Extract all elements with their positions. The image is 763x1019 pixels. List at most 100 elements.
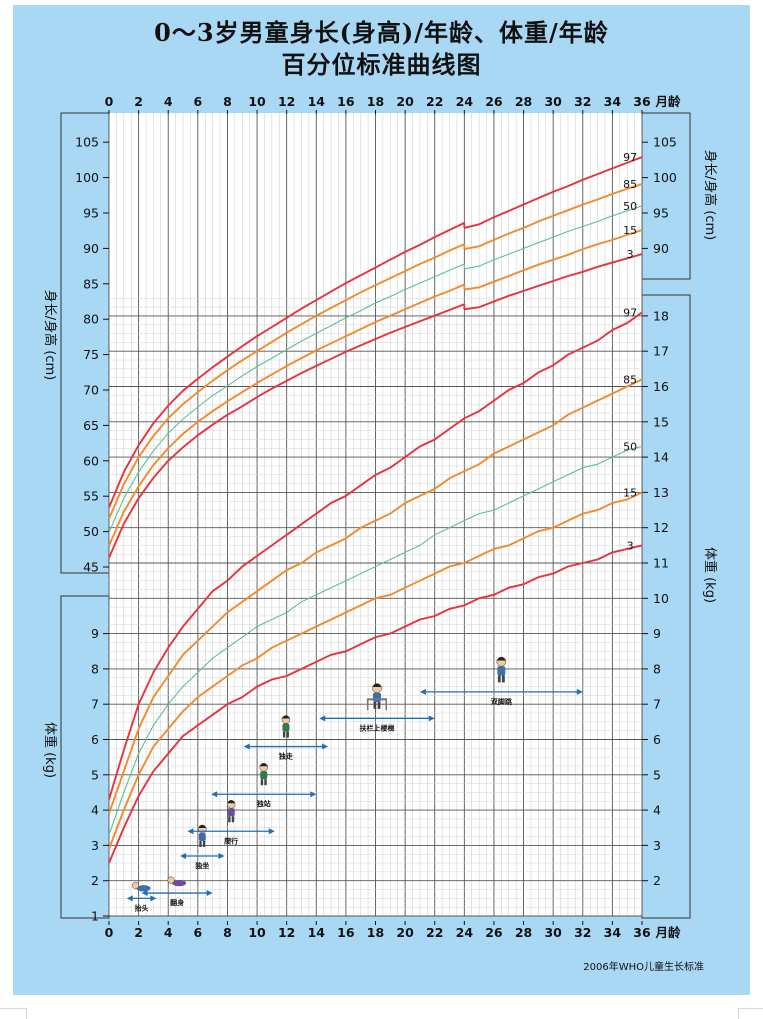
- x-tick-label: 2: [134, 925, 143, 940]
- x-tick-label: 22: [426, 94, 443, 109]
- x-tick-label: 16: [337, 94, 355, 109]
- weight-left-tick: 3: [91, 838, 99, 853]
- x-tick-label: 6: [193, 94, 202, 109]
- height-left-tick: 75: [83, 347, 99, 362]
- figure-hair: [281, 715, 290, 719]
- weight-right-tick: 16: [653, 379, 669, 394]
- figure-leg-right: [202, 840, 206, 847]
- weight-percentile-label-3: 3: [627, 539, 634, 552]
- figure-body: [136, 885, 151, 892]
- milestone-arrow-head-left: [187, 828, 194, 835]
- x-tick-label: 10: [248, 94, 266, 109]
- milestone: 双脚跳: [419, 656, 583, 706]
- milestone-arrow-head-left: [180, 852, 187, 859]
- height-left-tick: 95: [83, 206, 99, 221]
- figure-hair: [496, 657, 506, 661]
- height-curve-p85-after24: [464, 183, 643, 251]
- height-curve-p85: [108, 243, 465, 520]
- figure-leg-right: [264, 779, 267, 786]
- height-left-tick: 55: [83, 489, 99, 504]
- weight-right-tick: 14: [653, 450, 669, 465]
- figure-hair: [259, 763, 268, 767]
- milestone: 独走: [243, 715, 329, 761]
- figure-hair: [372, 683, 382, 688]
- height-right-tick: 100: [653, 170, 677, 185]
- height-left-tick: 100: [75, 170, 99, 185]
- milestone-arrow-head-left: [126, 895, 133, 902]
- figure-leg-right: [377, 701, 381, 709]
- weight-right-tick: 13: [653, 485, 669, 500]
- milestone-arrow-head-right: [428, 715, 435, 722]
- x-tick-label: 14: [308, 925, 326, 940]
- milestone-arrow-head-right: [268, 828, 275, 835]
- weight-right-tick: 8: [653, 661, 661, 676]
- figure-hair: [227, 800, 236, 804]
- weight-right-tick: 7: [653, 697, 661, 712]
- milestone: 独坐: [180, 824, 225, 870]
- x-tick-label: 36: [633, 925, 651, 940]
- figure-railing: [366, 698, 387, 701]
- height-curve-p97-after24: [464, 156, 643, 229]
- weight-curve-p50: [108, 445, 643, 835]
- weight-percentile-label-97: 97: [623, 306, 637, 319]
- weight-left-axis-title: 体重 (kg): [42, 722, 58, 778]
- milestone-label: 爬行: [223, 836, 238, 845]
- milestone: 抬头: [126, 881, 157, 912]
- x-tick-label: 4: [164, 94, 173, 109]
- weight-left-tick: 9: [91, 626, 99, 641]
- figure-body: [372, 692, 382, 702]
- milestone-arrow-head-left: [419, 688, 426, 695]
- weight-left-tick: 1: [91, 909, 99, 924]
- height-percentile-label-97: 97: [623, 151, 637, 164]
- x-tick-label: 12: [278, 925, 295, 940]
- height-curve-p50-after24: [464, 205, 643, 270]
- footer-source: 2006年WHO儿童生长标准: [583, 962, 704, 973]
- x-tick-label: 0: [105, 925, 114, 940]
- milestone: 翻身: [141, 876, 213, 907]
- weight-right-axis-title: 体重 (kg): [702, 547, 718, 603]
- height-left-tick: 85: [83, 276, 99, 291]
- height-left-tick: 45: [83, 560, 99, 575]
- x-tick-label: 24: [456, 925, 474, 940]
- height-percentile-label-85: 85: [623, 178, 637, 191]
- height-right-axis-title: 身长/身高 (cm): [702, 150, 718, 240]
- weight-right-tick: 18: [653, 308, 669, 323]
- x-tick-label: 28: [515, 94, 532, 109]
- baby-crawling-icon: [226, 800, 236, 823]
- height-percentile-label-50: 50: [623, 200, 637, 213]
- weight-curve-p15: [108, 491, 643, 850]
- page-corner-left: [0, 1008, 27, 1019]
- figure-railing-post: [385, 698, 387, 711]
- weight-left-tick: 7: [91, 697, 99, 712]
- milestone: 扶栏上楼梯: [319, 683, 435, 732]
- milestone-arrow-head-left: [319, 715, 326, 722]
- x-tick-label: 28: [515, 925, 532, 940]
- x-tick-label: 24: [456, 94, 474, 109]
- figure-leg-left: [228, 816, 231, 823]
- x-tick-label: 8: [223, 94, 232, 109]
- figure-head: [167, 876, 175, 884]
- figure-hair: [198, 824, 207, 828]
- weight-right-tick: 15: [653, 414, 669, 429]
- milestone-label: 独坐: [194, 861, 209, 870]
- weight-right-tick: 4: [653, 803, 661, 818]
- weight-curves: 97 85 50 15 3: [108, 306, 643, 864]
- weight-percentile-label-15: 15: [623, 486, 637, 499]
- milestone-arrow-head-left: [243, 743, 250, 750]
- chart-title-line2: 百分位标准曲线图: [281, 50, 482, 79]
- weight-curve-p97: [108, 311, 643, 800]
- x-tick-label: 26: [485, 925, 503, 940]
- figure-leg-right: [286, 731, 289, 738]
- x-tick-label: 20: [396, 925, 414, 940]
- figure-body: [198, 832, 206, 841]
- figure-leg-left: [260, 779, 264, 786]
- x-tick-label: 18: [367, 94, 384, 109]
- milestone-arrow-head-left: [211, 791, 218, 798]
- milestone-label: 扶栏上楼梯: [359, 723, 394, 732]
- milestone-arrow-head-right: [218, 852, 225, 859]
- milestone-label: 独走: [278, 752, 294, 761]
- x-tick-label: 32: [574, 94, 591, 109]
- x-tick-label: 30: [544, 94, 562, 109]
- weight-right-tick: 5: [653, 767, 661, 782]
- weight-right-tick: 12: [653, 520, 669, 535]
